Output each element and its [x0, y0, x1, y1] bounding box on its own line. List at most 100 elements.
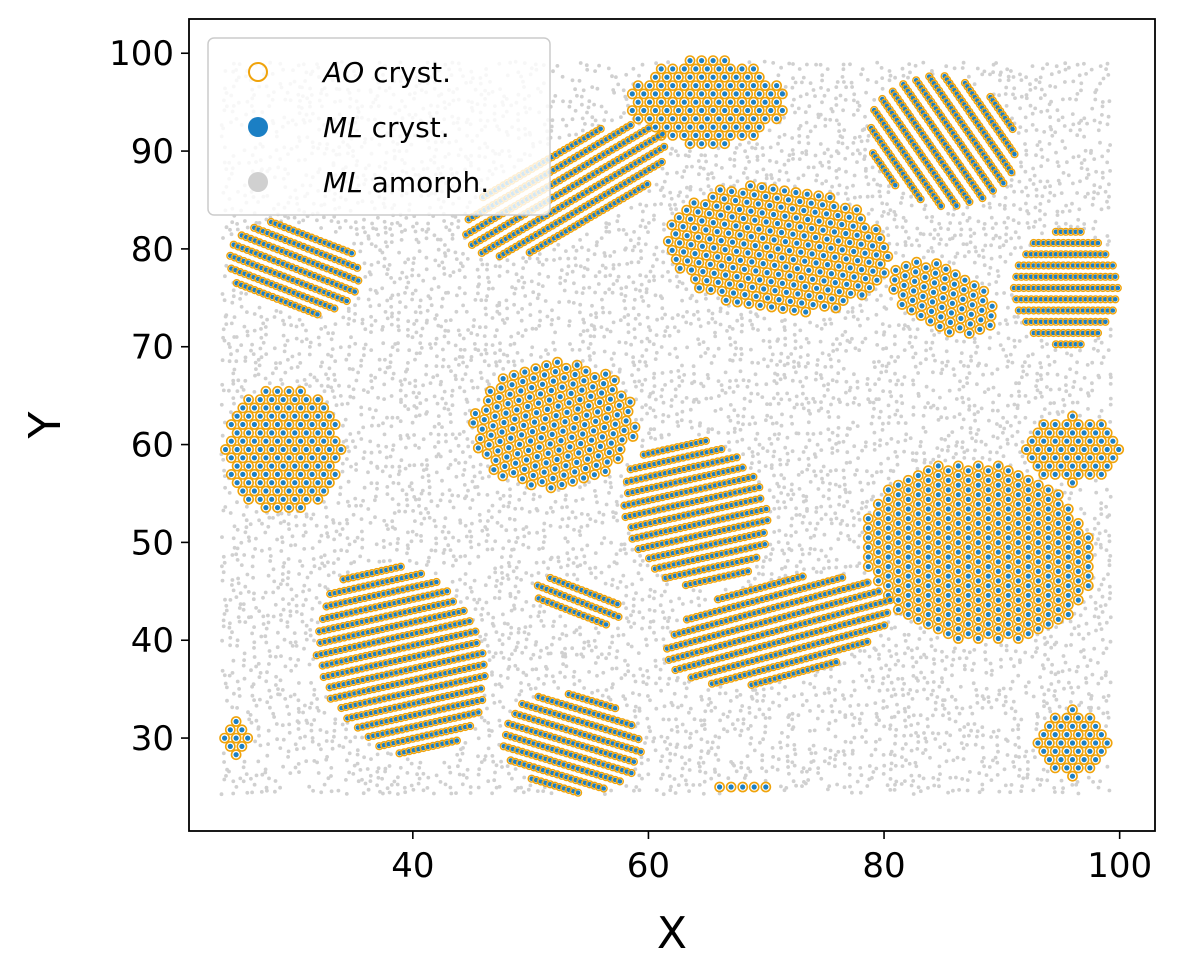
ml-amorph-point [829, 402, 833, 407]
ml-amorph-point [851, 314, 856, 319]
ml-amorph-point [916, 734, 920, 739]
ml-amorph-point [406, 546, 410, 551]
ml-amorph-point [913, 335, 918, 340]
ml-amorph-point [902, 375, 907, 379]
ml-amorph-point [482, 757, 487, 762]
ml-amorph-point [388, 454, 393, 459]
ml-amorph-point [624, 551, 628, 556]
ml-amorph-point [275, 737, 279, 742]
ml-amorph-point [925, 717, 930, 721]
ml-amorph-point [833, 511, 838, 516]
ml-amorph-point [710, 316, 715, 321]
ml-amorph-point [486, 721, 491, 725]
ml-amorph-point [411, 390, 416, 395]
ml-amorph-point [524, 525, 529, 529]
ml-amorph-point [911, 355, 916, 360]
ml-amorph-point [877, 737, 882, 742]
ml-amorph-point [391, 481, 396, 485]
ml-amorph-point [944, 64, 949, 69]
ml-amorph-point [937, 221, 942, 226]
ml-amorph-point [510, 652, 514, 656]
ml-amorph-point [684, 287, 689, 292]
ml-amorph-point [851, 141, 856, 145]
ml-amorph-point [761, 565, 765, 569]
ml-amorph-point [713, 734, 718, 739]
ml-amorph-point [885, 783, 890, 788]
ml-amorph-point [403, 790, 408, 795]
ml-amorph-point [837, 122, 841, 127]
ml-amorph-point [585, 523, 590, 528]
ml-amorph-point [626, 642, 630, 646]
ml-amorph-point [449, 420, 453, 424]
ml-amorph-point [340, 461, 345, 466]
ml-amorph-point [850, 336, 854, 341]
ml-amorph-point [845, 145, 850, 150]
ml-amorph-point [359, 358, 364, 363]
ml-amorph-point [813, 124, 818, 129]
ml-amorph-point [410, 267, 415, 272]
ml-amorph-point [782, 372, 787, 377]
ml-amorph-point [516, 640, 520, 645]
ml-amorph-point [667, 432, 671, 437]
ml-amorph-point [859, 711, 864, 716]
ml-amorph-point [974, 439, 978, 444]
ml-amorph-point [798, 513, 802, 517]
ml-amorph-point [463, 582, 467, 586]
ml-amorph-point [536, 292, 541, 297]
ml-amorph-point [237, 687, 242, 691]
ml-amorph-point [293, 742, 298, 747]
ml-amorph-point [333, 359, 338, 364]
ml-amorph-point [958, 379, 962, 384]
ml-amorph-point [1016, 727, 1021, 732]
ml-amorph-point [244, 518, 249, 523]
ml-amorph-point [315, 620, 320, 625]
ml-amorph-point [704, 396, 709, 401]
ml-amorph-point [297, 710, 301, 714]
ml-amorph-point [769, 686, 774, 690]
ml-amorph-point [409, 783, 414, 788]
ml-amorph-point [220, 358, 225, 363]
ml-amorph-point [220, 578, 225, 583]
ml-amorph-point [745, 155, 750, 160]
ml-amorph-point [836, 415, 841, 419]
ml-amorph-point [775, 372, 780, 377]
ml-amorph-point [953, 233, 957, 238]
ml-amorph-point [988, 72, 992, 77]
ml-amorph-point [668, 788, 673, 793]
ml-amorph-point [500, 642, 505, 647]
ml-amorph-point [261, 321, 266, 326]
ml-amorph-point [761, 153, 766, 158]
ml-amorph-point [804, 92, 809, 97]
ml-amorph-point [769, 552, 773, 556]
ml-amorph-point [231, 779, 236, 784]
ml-amorph-point [389, 276, 393, 280]
ml-amorph-point [848, 427, 852, 431]
ml-amorph-point [463, 554, 467, 558]
ml-amorph-point [866, 212, 871, 216]
ml-amorph-point [228, 227, 232, 232]
ml-amorph-point [818, 431, 823, 436]
ml-amorph-point [329, 766, 334, 770]
ml-amorph-point [235, 643, 240, 648]
ml-amorph-point [380, 250, 385, 255]
ml-amorph-point [398, 276, 402, 281]
ml-amorph-point [931, 249, 935, 254]
ml-amorph-point [493, 651, 498, 656]
ml-amorph-point [361, 225, 366, 230]
ml-amorph-point [639, 755, 644, 760]
ml-amorph-point [475, 600, 480, 605]
ml-amorph-point [977, 790, 982, 795]
ml-amorph-point [432, 276, 437, 281]
ml-amorph-point [745, 384, 750, 389]
ml-amorph-point [616, 214, 621, 218]
ml-amorph-point [462, 468, 467, 472]
ml-amorph-point [881, 643, 886, 648]
ml-amorph-point [269, 695, 273, 699]
ml-amorph-point [624, 352, 629, 356]
ml-amorph-point [1001, 686, 1006, 691]
ml-amorph-point [793, 339, 798, 344]
ml-amorph-point [297, 317, 302, 322]
ml-amorph-point [476, 397, 481, 402]
ml-amorph-point [611, 363, 616, 368]
ml-amorph-point [383, 357, 387, 362]
